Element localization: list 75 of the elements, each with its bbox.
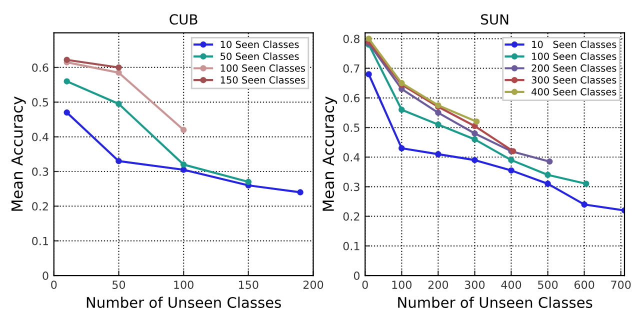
y-tick-label: 0.1 (343, 242, 360, 250)
point (297, 189, 304, 196)
y-tick-label: 0.5 (32, 98, 48, 107)
point (398, 145, 405, 152)
point (435, 151, 442, 158)
point (116, 158, 122, 164)
point (435, 121, 442, 128)
y-tick-label: 0.2 (32, 202, 48, 211)
point (64, 56, 70, 63)
point (546, 158, 553, 165)
y-tick-label: 0.4 (343, 153, 360, 162)
legend-label: 100 Seen Classes (220, 64, 305, 72)
point (116, 64, 122, 71)
point (64, 78, 70, 84)
y-tick-label: 0.6 (32, 63, 48, 72)
x-tick-label: 200 (303, 280, 324, 289)
point (116, 100, 122, 108)
point (508, 167, 514, 174)
point (116, 70, 122, 76)
y-tick-label: 0.3 (343, 182, 360, 192)
y-tick-label: 0.3 (32, 167, 48, 176)
x-tick-label: 200 (428, 280, 448, 289)
y-tick-label: 0 (354, 271, 360, 280)
x-axis-title: Number of Unseen Classes (398, 296, 592, 308)
point (366, 36, 372, 42)
x-tick-label: 0 (51, 280, 57, 289)
y-axis-title: Mean Accuracy (322, 96, 338, 211)
point (544, 180, 551, 187)
y-tick-label: 0.5 (343, 123, 360, 132)
legend-label: 400 Seen Classes (532, 88, 616, 96)
chart-title: SUN (481, 14, 508, 25)
legend-label: 10 Seen Classes (220, 40, 299, 48)
y-tick-label: 0.6 (343, 94, 360, 102)
point (245, 178, 252, 186)
y-tick-label: 0.7 (343, 64, 360, 73)
legend-label: 300 Seen Classes (532, 76, 616, 84)
x-tick-label: 0 (362, 280, 368, 289)
legend-label: 200 Seen Classes (532, 64, 616, 72)
point (398, 106, 405, 113)
chart-title: CUB (170, 14, 198, 25)
point (472, 130, 478, 137)
x-tick-label: 100 (174, 280, 194, 289)
legend-label: 10 Seen Classes (532, 40, 616, 48)
x-axis-title: Number of Unseen Classes (86, 296, 281, 308)
point (180, 161, 187, 168)
point (583, 180, 590, 187)
y-tick-label: 0 (42, 271, 48, 280)
legend-label: 100 Seen Classes (532, 52, 616, 60)
point (473, 118, 480, 125)
point (581, 201, 588, 208)
point (544, 172, 551, 178)
y-axis-title: Mean Accuracy (11, 96, 26, 211)
point (508, 156, 514, 164)
y-tick-label: 0.8 (343, 34, 360, 44)
point (180, 126, 187, 134)
legend-label: 50 Seen Classes (220, 52, 299, 60)
point (472, 122, 478, 130)
point (180, 166, 187, 173)
y-tick-label: 0.4 (32, 132, 48, 142)
x-tick-label: 400 (501, 280, 522, 289)
legend-label: 150 Seen Classes (220, 76, 305, 84)
point (472, 156, 478, 164)
x-tick-label: 150 (239, 280, 258, 289)
y-tick-label: 0.2 (343, 212, 360, 221)
point (435, 110, 442, 116)
x-tick-label: 50 (112, 280, 126, 289)
x-tick-label: 700 (611, 280, 631, 289)
x-tick-label: 500 (538, 280, 558, 289)
point (472, 136, 478, 142)
point (64, 109, 70, 116)
point (366, 71, 372, 78)
x-tick-label: 600 (574, 280, 594, 289)
x-tick-label: 300 (464, 280, 485, 289)
x-tick-label: 100 (392, 280, 412, 289)
y-tick-label: 0.1 (32, 236, 48, 246)
